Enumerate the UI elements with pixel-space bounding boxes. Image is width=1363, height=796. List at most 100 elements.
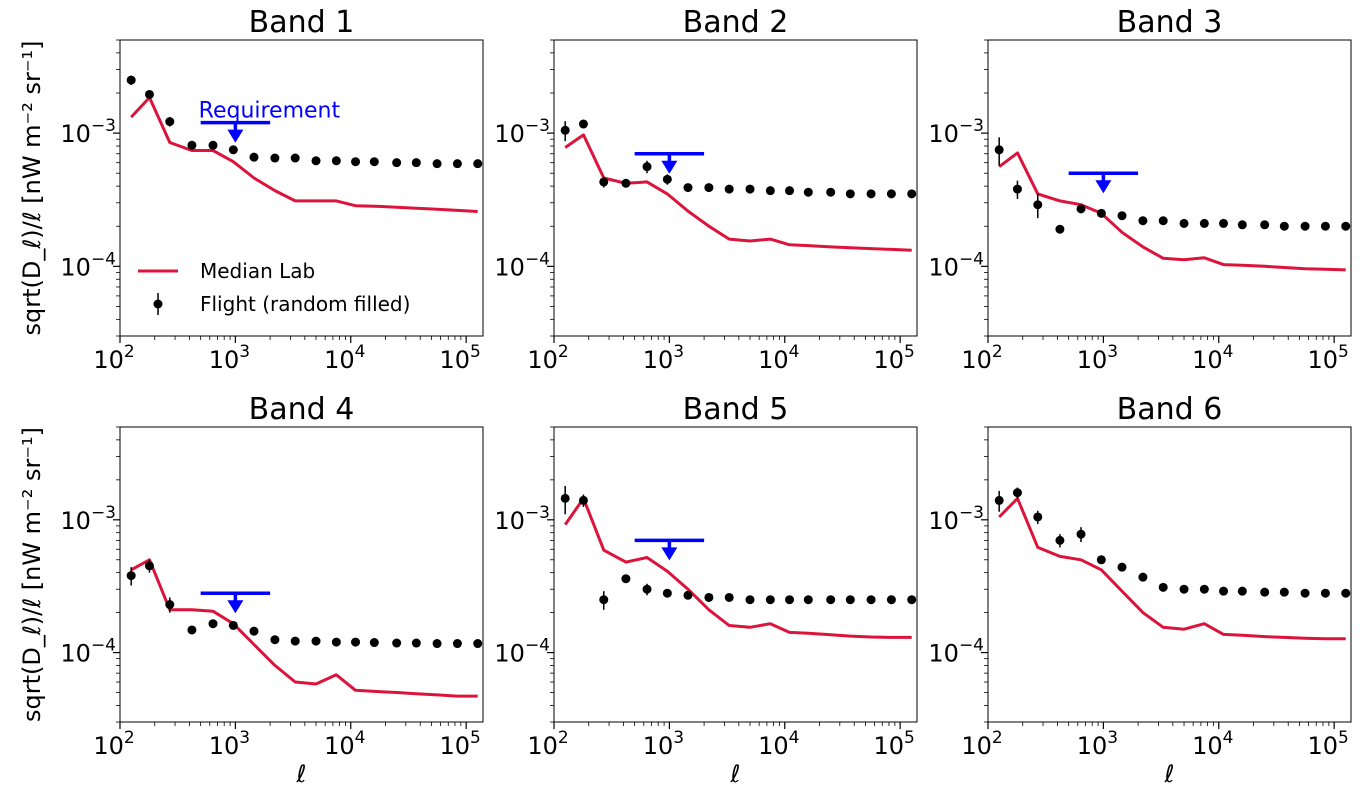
requirement-arrow-head (661, 160, 678, 174)
data-point-flight (411, 158, 421, 168)
x-tick-label: 102 (527, 342, 568, 374)
data-point-flight (1219, 586, 1229, 596)
data-point-flight (1199, 218, 1209, 228)
data-point-flight (290, 636, 300, 646)
data-point-flight (745, 184, 755, 194)
data-point-flight (392, 638, 402, 648)
data-point-flight (1158, 216, 1168, 226)
requirement-arrow-head (227, 600, 244, 614)
y-tick-label: 10−4 (494, 249, 550, 281)
series-line-median-lab (130, 558, 478, 698)
data-point-flight (683, 183, 693, 193)
data-point-flight (1237, 586, 1247, 596)
data-point-flight (578, 119, 588, 129)
series-line-median-lab (564, 133, 912, 252)
data-point-flight (331, 156, 341, 166)
data-point-flight (724, 184, 734, 194)
data-point-flight (208, 140, 218, 150)
data-point-flight (1199, 584, 1209, 594)
data-point-flight (785, 595, 795, 605)
data-point-flight (662, 174, 672, 184)
data-point-flight (642, 584, 652, 594)
panel-title: Band 2 (683, 5, 789, 40)
data-point-flight (599, 595, 609, 605)
x-axis-label: ℓ (1164, 760, 1175, 788)
data-point-flight (452, 159, 462, 169)
data-point-flight (473, 639, 483, 649)
panel-title: Band 4 (249, 392, 355, 427)
data-point-flight (249, 626, 259, 636)
x-tick-label: 104 (1192, 342, 1233, 374)
data-point-flight (165, 600, 175, 610)
x-tick-label: 102 (961, 728, 1002, 760)
data-point-flight (208, 619, 218, 629)
data-point-flight (411, 638, 421, 648)
y-tick-label: 10−4 (928, 249, 984, 281)
data-point-flight (228, 620, 238, 630)
data-point-flight (290, 153, 300, 163)
data-point-flight (1055, 224, 1065, 234)
data-point-flight (662, 588, 672, 598)
data-point-flight (165, 117, 175, 127)
panel-title: Band 5 (683, 392, 789, 427)
data-point-flight (1012, 184, 1022, 194)
panel-4: Band 4 102 103 104 105 10−4 10−3 sqrt(D_ℓ)/ℓ [n… (18, 392, 484, 788)
x-tick-label: 105 (873, 342, 914, 374)
data-point-flight (249, 152, 259, 162)
x-tick-label: 104 (324, 728, 365, 760)
series-line-median-lab (998, 496, 1346, 641)
data-point-flight (826, 187, 836, 197)
data-point-flight (745, 595, 755, 605)
data-point-flight (1179, 218, 1189, 228)
plot-frame (987, 39, 1352, 337)
data-point-flight (311, 636, 321, 646)
data-point-flight (724, 592, 734, 602)
series-line-median-lab (563, 496, 912, 639)
data-point-flight (704, 183, 714, 193)
data-point-flight (785, 186, 795, 196)
x-tick-label: 103 (209, 728, 250, 760)
x-tick-label: 104 (758, 342, 799, 374)
data-point-flight (704, 592, 714, 602)
y-tick-label: 10−4 (60, 636, 116, 668)
data-point-flight (187, 625, 197, 635)
data-point-flight (803, 595, 813, 605)
data-point-flight (599, 177, 609, 187)
data-point-flight (1096, 208, 1106, 218)
data-point-flight (1179, 584, 1189, 594)
x-tick-label: 104 (758, 728, 799, 760)
data-point-flight (270, 153, 280, 163)
data-point-flight (560, 125, 570, 135)
data-point-flight (803, 187, 813, 197)
data-point-flight (578, 495, 588, 505)
series-line-median-lab (130, 96, 478, 213)
data-point-flight (1260, 220, 1270, 230)
x-tick-label: 105 (439, 342, 480, 374)
data-point-flight (1300, 221, 1310, 231)
requirement-arrow-head (1095, 180, 1112, 194)
data-point-flight (369, 638, 379, 648)
y-tick-label: 10−3 (60, 503, 116, 535)
data-point-flight (1117, 562, 1127, 572)
plot-frame (553, 426, 918, 723)
data-point-flight (621, 178, 631, 188)
data-point-flight (351, 637, 361, 647)
data-point-flight (765, 595, 775, 605)
requirement-label: Requirement (199, 99, 341, 124)
x-tick-label: 102 (527, 728, 568, 760)
data-point-flight (270, 635, 280, 645)
x-tick-label: 105 (873, 728, 914, 760)
x-tick-label: 105 (439, 728, 480, 760)
data-point-flight (683, 590, 693, 600)
data-point-flight (765, 186, 775, 196)
data-point-flight (621, 574, 631, 584)
legend-marker-flight (153, 299, 163, 309)
data-point-flight (1320, 221, 1330, 231)
data-point-flight (1033, 512, 1043, 522)
y-tick-label: 10−4 (928, 636, 984, 668)
series-line-median-lab (998, 151, 1346, 272)
data-point-flight (473, 159, 483, 169)
data-point-flight (1158, 582, 1168, 592)
data-point-flight (994, 495, 1004, 505)
data-point-flight (144, 561, 154, 571)
